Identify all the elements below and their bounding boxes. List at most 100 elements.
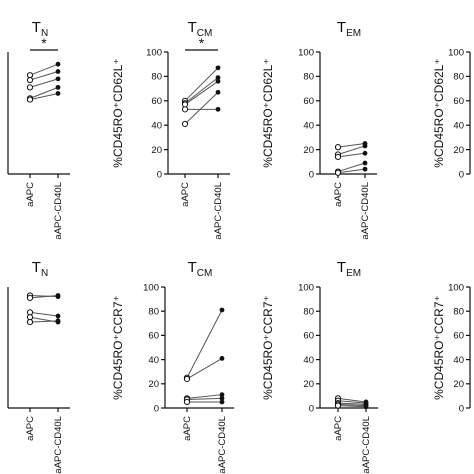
series-line [29, 86, 59, 99]
chart-panel-1: 0 20 40 60 80 100 %CD45RO⁺CD62L⁺ aAPC aAPC-CD40L… [111, 19, 230, 240]
panel-title: TCM [188, 19, 213, 39]
series-line [29, 71, 59, 81]
y-tick-label: 20 [148, 379, 159, 390]
chart-panel-6: 0 20 40 60 80 100 %CD45RO⁺CCR7⁺ aAPC aAPC-CD40L T… [261, 259, 378, 474]
y-tick-label: 20 [151, 145, 162, 156]
y-axis-label: %CD45RO⁺CD62L⁺ [111, 58, 125, 167]
series-line [337, 397, 367, 403]
y-axis-label: %CD45RO⁺CD62L⁺ [261, 58, 275, 167]
data-point-aapc [334, 144, 342, 151]
data-point-aapc-cd40l [215, 65, 221, 71]
data-point-aapc [334, 169, 342, 176]
series-line [184, 67, 219, 102]
series-line [186, 309, 223, 378]
data-point-aapc [183, 375, 191, 383]
y-tick-label: 40 [151, 121, 162, 132]
y-tick-label: 40 [453, 355, 464, 366]
series-line [337, 168, 366, 174]
x-category-label: aAPC-CD40L [213, 182, 224, 240]
x-category-label: aAPC-CD40L [361, 416, 372, 474]
y-tick-label: 60 [303, 331, 314, 342]
y-tick-label: 0 [459, 169, 464, 180]
y-tick-label: 80 [303, 307, 314, 318]
y-tick-label: 40 [303, 355, 314, 366]
series-line [186, 357, 223, 380]
y-tick-label: 60 [151, 96, 162, 107]
x-category-label: aAPC-CD40L [217, 416, 228, 474]
data-point-aapc-cd40l [55, 84, 61, 90]
y-tick-label: 60 [303, 96, 314, 107]
chart-panel-4: aAPC aAPC-CD40L TN [7, 259, 70, 474]
y-tick-label: 100 [448, 282, 464, 293]
significance-label: * [199, 35, 205, 51]
panel-title-sub: EM [346, 28, 361, 39]
y-axis-label: %CD45RO⁺CD62L⁺ [432, 58, 446, 167]
series-line [29, 294, 59, 298]
chart-panel-7: 0 20 40 60 80 100%CD45RO⁺CCR7⁺ [432, 282, 471, 414]
series-line [337, 143, 366, 148]
data-point-aapc [181, 120, 189, 128]
y-tick-label: 100 [143, 282, 159, 293]
series-line [337, 403, 367, 407]
data-point-aapc-cd40l [215, 75, 221, 81]
y-axis-label: %CD45RO⁺CCR7⁺ [111, 295, 125, 400]
series-line [186, 397, 223, 401]
y-tick-label: 80 [453, 307, 464, 318]
data-point-aapc-cd40l [219, 392, 225, 398]
y-tick-label: 80 [151, 72, 162, 83]
data-point-aapc [26, 96, 34, 103]
data-point-aapc-cd40l [55, 293, 61, 298]
data-point-aapc-cd40l [219, 399, 225, 405]
data-point-aapc-cd40l [362, 166, 368, 172]
x-category-label: aAPC-CD40L [360, 182, 371, 240]
y-tick-label: 60 [453, 331, 464, 342]
y-tick-label: 20 [453, 145, 464, 156]
chart-panel-3: 0 20 40 60 80 100%CD45RO⁺CD62L⁺ [432, 47, 471, 180]
data-point-aapc-cd40l [363, 404, 369, 410]
data-point-aapc-cd40l [55, 313, 61, 319]
panel-title-main: T [32, 19, 41, 36]
y-axis-label: %CD45RO⁺CCR7⁺ [432, 295, 446, 400]
data-point-aapc-cd40l [55, 61, 61, 67]
x-category-label: aAPC [182, 416, 193, 441]
panel-title: TCM [188, 259, 213, 279]
series-line [337, 405, 367, 408]
data-point-aapc [26, 76, 34, 84]
series-line [184, 77, 219, 104]
series-line [337, 152, 366, 158]
data-point-aapc-cd40l [215, 106, 221, 112]
panel-title-main: T [337, 259, 346, 276]
data-point-aapc-cd40l [362, 160, 368, 166]
data-point-aapc [334, 153, 342, 161]
series-line [29, 78, 59, 88]
data-point-aapc-cd40l [219, 307, 225, 313]
y-tick-label: 20 [453, 379, 464, 390]
chart-panel-2: 0 20 40 60 80 100 %CD45RO⁺CD62L⁺ aAPC aAPC-CD40L… [261, 19, 377, 240]
data-point-aapc [183, 398, 191, 406]
panel-title-main: T [188, 19, 197, 36]
y-tick-label: 0 [309, 169, 314, 180]
chart-panel-5: 0 20 40 60 80 100 %CD45RO⁺CCR7⁺ aAPC aAPC-CD40L T… [111, 259, 234, 474]
y-tick-label: 80 [148, 307, 159, 318]
y-tick-label: 100 [298, 282, 314, 293]
data-point-aapc [334, 402, 342, 409]
significance-label: * [41, 35, 47, 51]
y-tick-label: 100 [146, 47, 162, 58]
y-tick-label: 100 [298, 47, 314, 58]
y-tick-label: 40 [453, 121, 464, 132]
data-point-aapc [26, 84, 34, 91]
y-tick-label: 20 [303, 145, 314, 156]
series-line [337, 162, 366, 173]
x-category-label: aAPC [333, 416, 344, 441]
series-line [184, 80, 219, 105]
data-point-aapc-cd40l [362, 143, 368, 149]
panel-title-sub: CM [197, 268, 213, 279]
data-point-aapc-cd40l [55, 91, 61, 96]
y-tick-label: 0 [459, 403, 464, 414]
series-line [184, 91, 219, 125]
y-tick-label: 80 [453, 72, 464, 83]
y-tick-label: 0 [154, 403, 159, 414]
panel-title-main: T [32, 259, 41, 276]
data-point-aapc-cd40l [215, 89, 221, 95]
